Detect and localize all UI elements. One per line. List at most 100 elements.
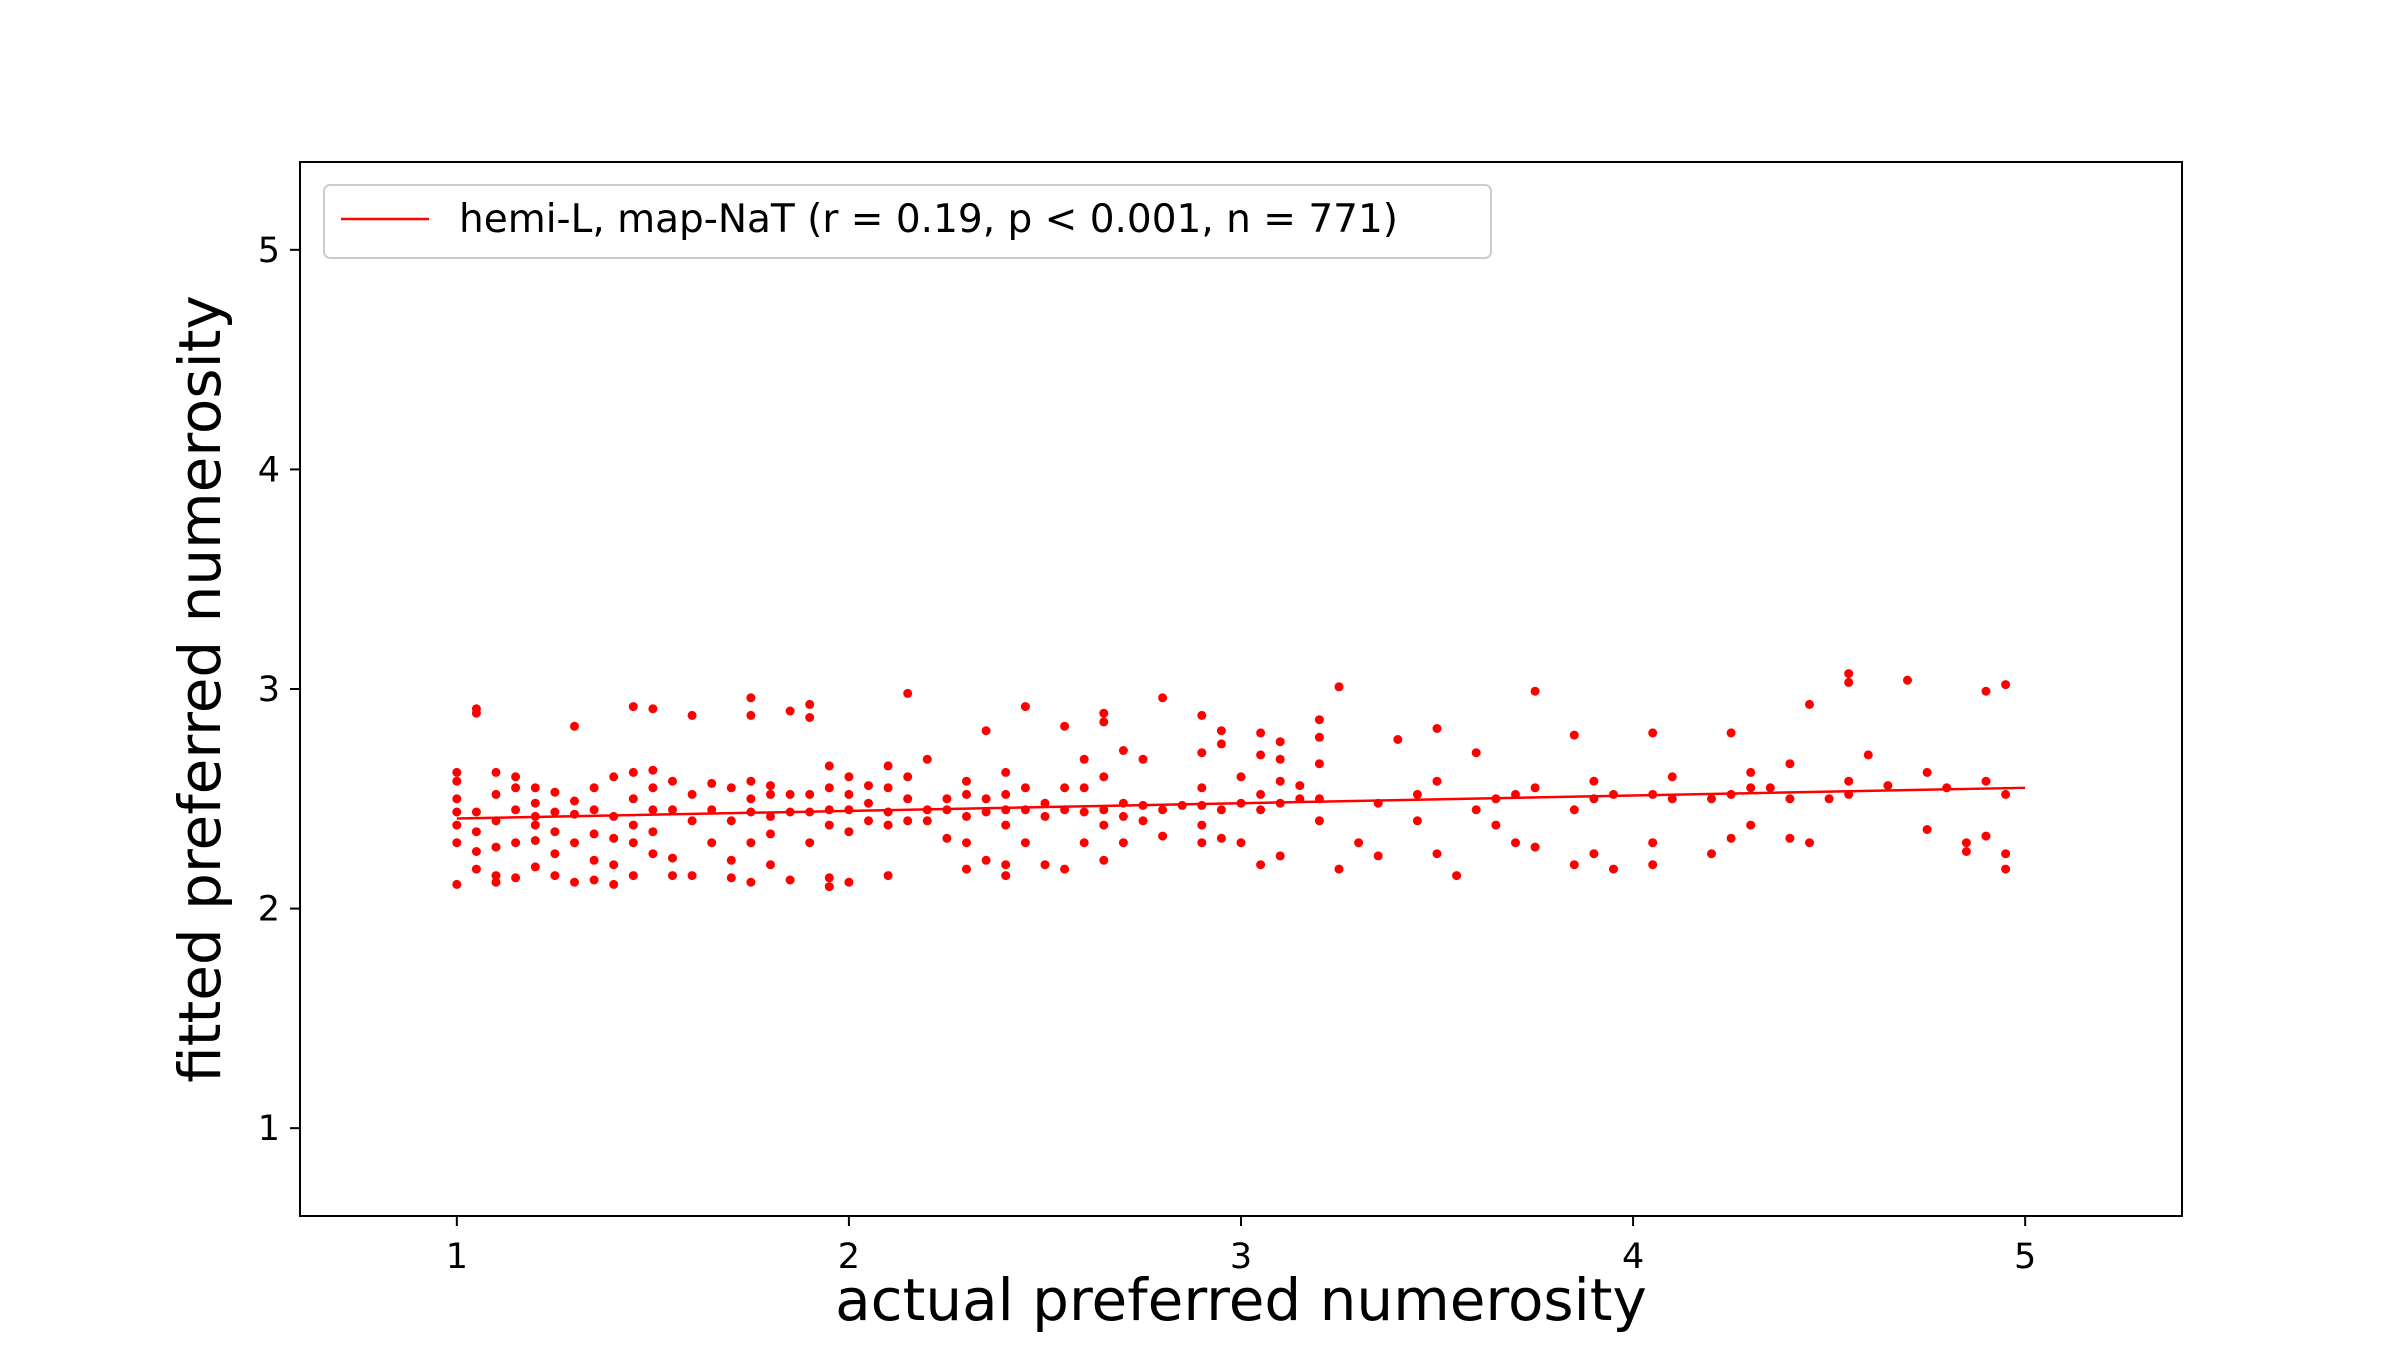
data-point <box>2001 789 2011 799</box>
data-point <box>1981 776 1991 786</box>
data-point <box>883 783 893 793</box>
data-point <box>1863 750 1873 760</box>
data-point <box>864 798 873 808</box>
data-point <box>824 761 834 771</box>
data-point <box>844 789 854 799</box>
data-point <box>1099 772 1109 782</box>
data-point <box>1589 776 1599 786</box>
data-point <box>491 767 501 777</box>
data-point <box>589 875 599 885</box>
data-point <box>687 789 697 799</box>
data-point <box>1726 833 1736 843</box>
fit-line-group <box>456 786 2026 820</box>
data-point <box>726 873 736 883</box>
data-point <box>1197 820 1207 830</box>
data-point <box>1256 805 1266 815</box>
data-point <box>530 862 540 872</box>
data-point <box>1216 726 1226 736</box>
data-point <box>1256 728 1266 738</box>
y-tick-label: 4 <box>258 450 280 490</box>
data-point <box>766 789 775 799</box>
y-tick-label: 5 <box>258 231 280 271</box>
data-point <box>609 860 619 870</box>
data-point <box>1158 805 1168 815</box>
data-point <box>687 710 697 720</box>
data-point <box>824 873 834 883</box>
data-point <box>1726 728 1736 738</box>
data-point <box>589 855 599 865</box>
data-point <box>550 807 560 817</box>
data-point <box>628 820 638 830</box>
data-point <box>452 776 462 786</box>
data-point <box>1648 728 1658 738</box>
data-point <box>511 783 521 793</box>
data-point <box>687 816 697 826</box>
data-point <box>609 879 619 889</box>
data-point <box>589 783 599 793</box>
data-point <box>1314 759 1324 769</box>
data-point <box>766 829 775 839</box>
y-axis-label: fitted preferred numerosity <box>166 295 234 1083</box>
data-point <box>1040 860 1050 870</box>
data-point <box>1432 849 1442 859</box>
data-point <box>805 699 815 709</box>
data-point <box>1491 820 1501 830</box>
data-point <box>981 855 991 865</box>
data-point <box>903 772 913 782</box>
data-point <box>824 805 834 815</box>
data-point <box>1569 730 1579 740</box>
data-point <box>1079 807 1089 817</box>
data-point <box>1883 781 1893 791</box>
data-point <box>491 871 501 881</box>
data-point <box>1020 783 1030 793</box>
data-point <box>726 816 736 826</box>
data-point <box>570 796 579 806</box>
data-point <box>1118 838 1128 848</box>
data-point <box>1511 838 1520 848</box>
data-point <box>550 827 560 837</box>
data-point <box>1942 783 1952 793</box>
y-tick-label: 1 <box>258 1109 280 1149</box>
data-point <box>687 871 697 881</box>
data-point <box>844 827 854 837</box>
x-axis-label: actual preferred numerosity <box>835 1266 1647 1334</box>
data-point <box>1393 735 1403 744</box>
data-point <box>824 820 834 830</box>
data-point <box>903 816 913 826</box>
data-point <box>609 772 619 782</box>
data-point <box>766 811 775 821</box>
data-point <box>1314 715 1324 725</box>
data-point <box>1569 805 1579 815</box>
data-point <box>1099 805 1109 815</box>
data-point <box>1805 699 1814 709</box>
data-point <box>864 781 873 791</box>
data-point <box>628 794 638 804</box>
data-point <box>1373 851 1383 861</box>
data-point <box>1060 864 1070 874</box>
data-point <box>2001 680 2011 690</box>
data-point <box>530 783 540 793</box>
data-point <box>1412 789 1422 799</box>
data-point <box>648 849 658 859</box>
data-point <box>589 829 599 839</box>
data-point <box>1805 838 1814 848</box>
data-point <box>570 721 579 731</box>
data-point <box>1412 816 1422 826</box>
data-point <box>1785 759 1795 769</box>
data-point <box>766 781 775 791</box>
data-point <box>1903 675 1912 685</box>
data-point <box>668 853 677 863</box>
data-point <box>1001 820 1011 830</box>
data-point <box>1471 748 1481 758</box>
legend: hemi-L, map-NaT (r = 0.19, p < 0.001, n … <box>323 184 1492 259</box>
data-point <box>1432 724 1442 733</box>
data-point <box>707 805 717 815</box>
data-point <box>628 838 638 848</box>
data-point <box>648 805 658 815</box>
data-point <box>1746 820 1756 830</box>
data-point <box>530 820 540 830</box>
y-tick-label: 2 <box>258 890 280 930</box>
data-point <box>628 871 638 881</box>
data-point <box>962 864 971 874</box>
data-point <box>471 827 481 837</box>
